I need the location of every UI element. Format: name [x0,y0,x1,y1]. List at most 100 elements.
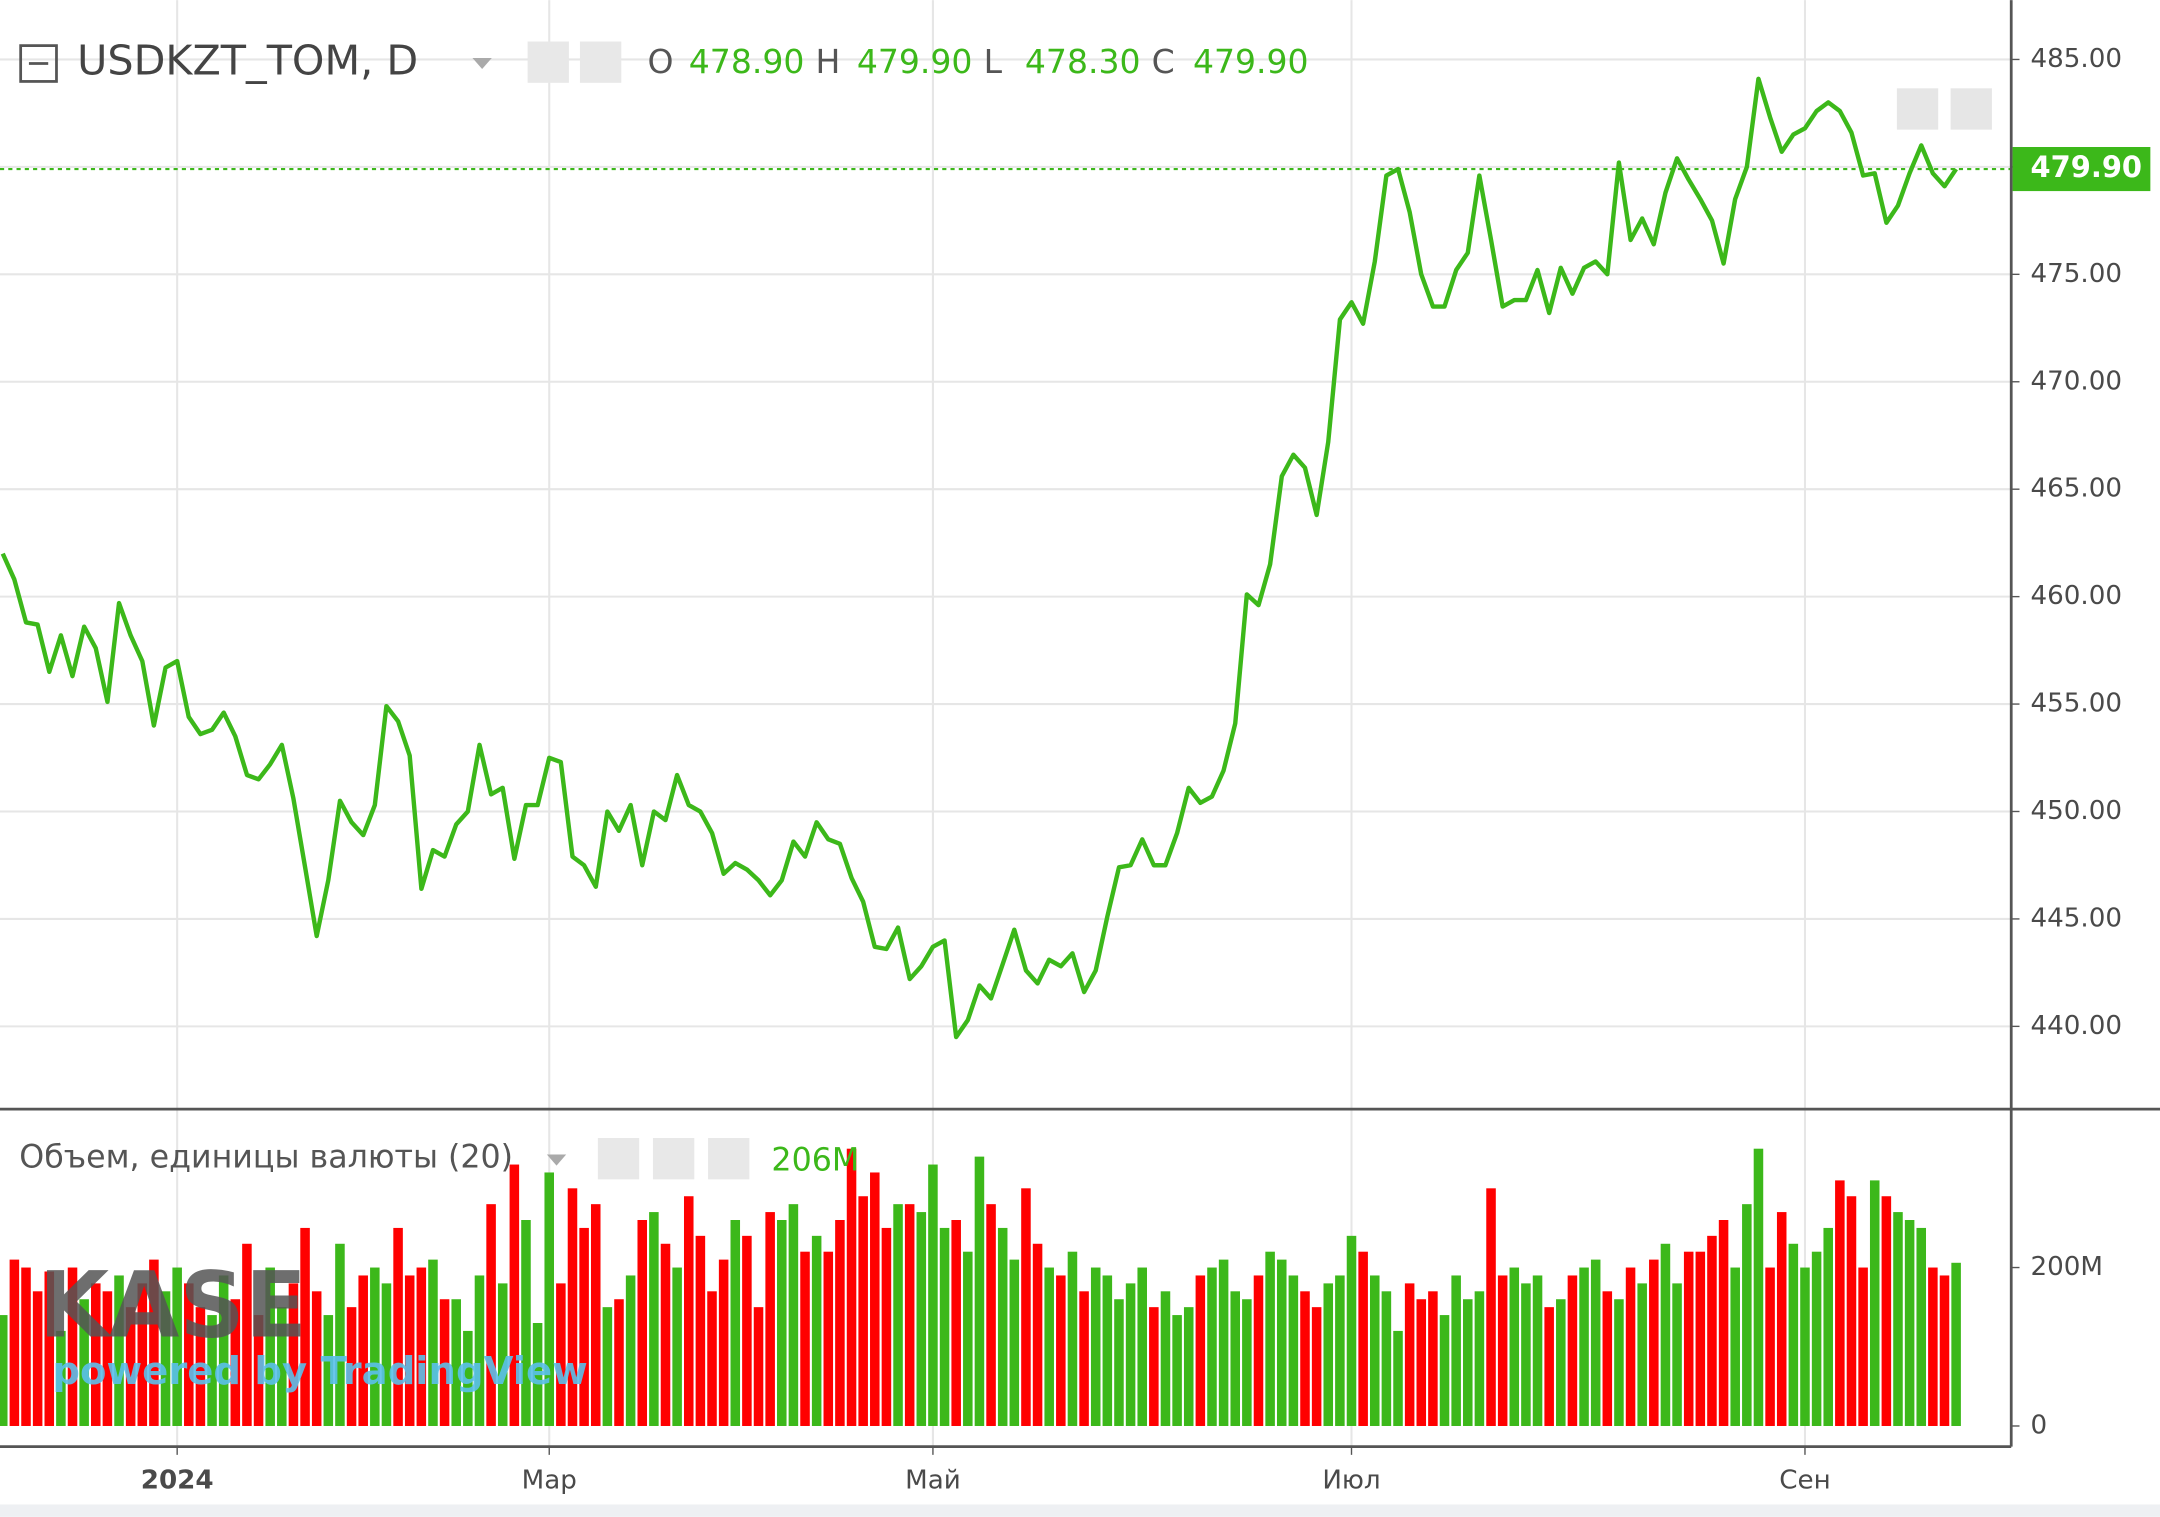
volume-bar [1044,1267,1054,1426]
volume-bar [1707,1235,1717,1426]
volume-bar [1311,1307,1322,1426]
volume-bar [1521,1283,1531,1426]
volume-bar [358,1275,368,1426]
volume-bar [1497,1275,1508,1426]
y-tick-label: 440.00 [2031,1011,2123,1041]
volume-bar [1381,1291,1392,1426]
close-icon[interactable] [708,1138,750,1180]
volume-bar [1416,1299,1427,1426]
volume-bar [1683,1251,1694,1426]
collapse-icon[interactable] [19,44,58,83]
volume-bar [1323,1283,1334,1426]
volume-bar [370,1267,380,1426]
volume-bar [1800,1267,1810,1426]
volume-bar [1649,1259,1659,1426]
volume-bar [777,1220,787,1426]
volume-bar [474,1275,485,1426]
y-tick-label: 0 [2031,1410,2048,1440]
volume-bar [323,1315,334,1426]
y-tick-label: 465.00 [2031,474,2123,504]
y-tick-label: 450.00 [2031,796,2123,826]
volume-bar [1114,1299,1124,1426]
volume-bar [335,1243,345,1426]
volume-bar [416,1267,427,1426]
volume-bar [1590,1259,1601,1426]
x-tick-label: Сен [1779,1466,1830,1496]
volume-bar [1625,1267,1636,1426]
volume-bar [928,1164,938,1426]
volume-bar [707,1291,717,1426]
volume-bar [614,1299,624,1426]
volume-bar [1335,1275,1345,1426]
volume-bar [1288,1275,1299,1426]
volume-bar [1183,1307,1194,1426]
scale-icon[interactable] [1950,88,1992,130]
volume-bar [1916,1227,1927,1426]
volume-bar [1346,1235,1357,1426]
watermark: KASE [39,1253,307,1358]
last-price-tag [2012,147,2151,192]
volume-bar [951,1220,961,1426]
volume-bar [521,1220,531,1426]
volume-bar [451,1299,461,1426]
volume-bar [1056,1275,1066,1426]
volume-bar [1253,1275,1264,1426]
volume-bar [311,1291,322,1426]
ohlc-key: H [816,42,841,81]
volume-bar [742,1235,752,1426]
volume-bar [1718,1220,1729,1426]
eye-icon[interactable] [527,41,569,83]
volume-bar [1695,1251,1706,1426]
volume-bar [718,1259,729,1426]
y-tick-label: 470.00 [2031,366,2123,396]
volume-bar [102,1291,113,1426]
volume-bar [1369,1275,1380,1426]
volume-bar [381,1283,392,1426]
ohlc-key: O [647,42,673,81]
y-tick-label: 485.00 [2031,44,2123,74]
volume-bar [1393,1330,1403,1426]
x-tick-label: Мар [522,1466,577,1496]
volume-bar [893,1204,903,1426]
volume-bar [1544,1307,1554,1426]
volume-bar [695,1235,706,1426]
watermark-note: powered by TradingView [52,1349,587,1394]
volume-bar [823,1251,834,1426]
volume-bar [544,1172,555,1426]
volume-bar [1404,1283,1415,1426]
volume-bar [497,1283,508,1426]
volume-bar [1079,1291,1089,1426]
x-tick-label: Июл [1322,1466,1380,1496]
volume-bar [1090,1267,1101,1426]
ohlc-key: C [1152,42,1175,81]
volume-bar [1556,1299,1566,1426]
volume-bar [590,1204,601,1426]
volume-bar [1428,1291,1438,1426]
volume-bar [532,1322,543,1426]
volume-bar [160,1291,171,1426]
volume-bar [660,1243,671,1426]
volume-bar [835,1220,845,1426]
volume-bar [79,1299,89,1426]
volume-bar [91,1283,101,1426]
scroll-icon[interactable] [1896,88,1939,130]
dropdown[interactable] [472,58,492,70]
y-tick-label: 200M [2031,1252,2104,1282]
volume-bar [637,1220,648,1426]
volume-bar [0,1315,8,1426]
volume-bar [870,1172,880,1426]
volume-bar [858,1196,868,1426]
volume-bar [149,1259,159,1426]
dropdown[interactable] [546,1154,567,1166]
volume-bar [207,1315,217,1426]
eye-icon[interactable] [597,1138,640,1180]
volume-bar [649,1212,659,1426]
settings-icon[interactable] [652,1138,695,1180]
volume-value: 206M [771,1142,859,1178]
settings-icon[interactable] [579,41,622,83]
volume-bar [463,1330,473,1426]
volume-bar [1265,1251,1275,1426]
volume-bar [1067,1251,1078,1426]
volume-bar [277,1307,287,1426]
